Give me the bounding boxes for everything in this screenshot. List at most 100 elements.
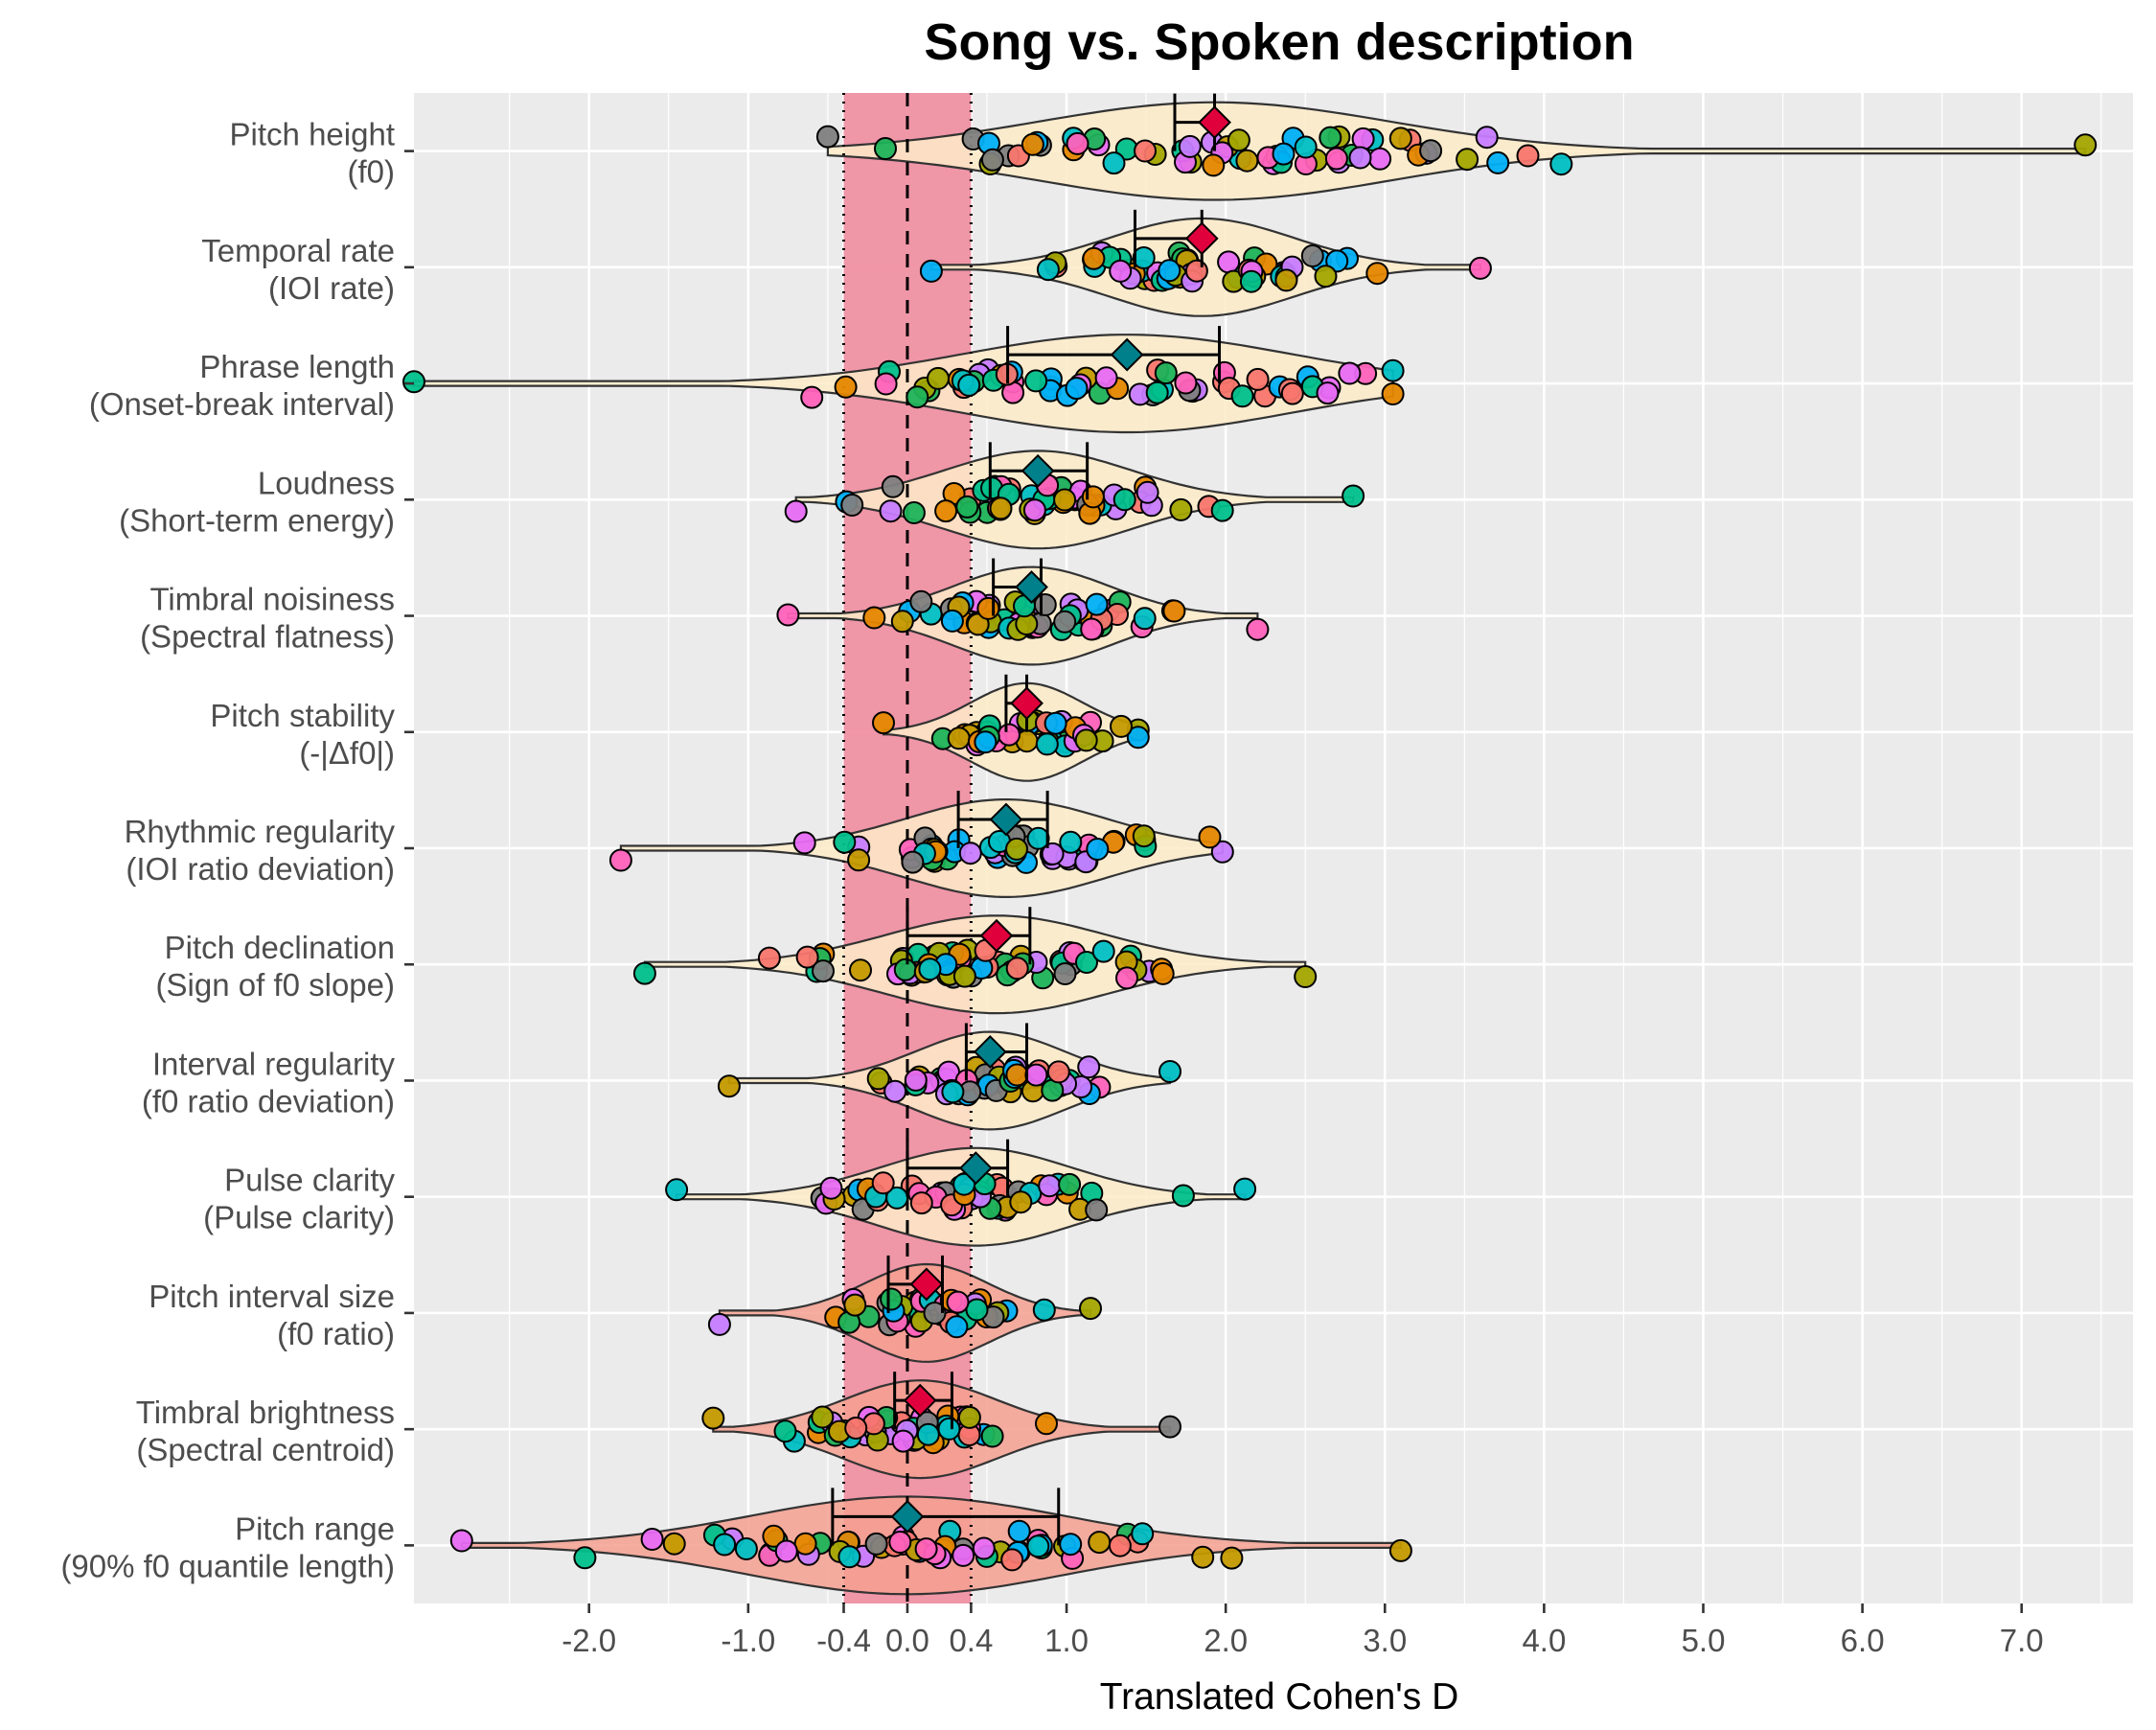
data-point <box>701 1406 725 1430</box>
data-point <box>904 1068 928 1092</box>
data-point <box>1036 258 1060 282</box>
data-point <box>916 1422 940 1446</box>
data-point <box>815 125 839 149</box>
data-point <box>1080 617 1104 641</box>
estimate-marker <box>890 1499 925 1534</box>
x-tick-label: 7.0 <box>2000 1623 2044 1658</box>
data-point <box>665 1178 689 1202</box>
data-point <box>1053 610 1077 634</box>
data-point <box>717 1074 741 1098</box>
data-point <box>1059 1533 1083 1557</box>
data-point <box>1009 1190 1033 1214</box>
data-point <box>1112 488 1136 512</box>
data-points <box>402 125 2098 1572</box>
data-point <box>945 1315 969 1339</box>
estimate-marker <box>979 918 1014 953</box>
data-point <box>880 1287 904 1311</box>
y-tick-label-line: (Pulse clarity) <box>203 1200 395 1235</box>
data-point <box>1094 366 1118 390</box>
data-point <box>1158 1415 1181 1439</box>
data-point <box>1272 142 1296 166</box>
data-point <box>1079 1297 1102 1321</box>
data-point <box>837 1545 861 1569</box>
data-point <box>966 612 990 636</box>
data-point <box>1338 361 1362 385</box>
data-point <box>757 946 781 970</box>
data-point <box>1132 246 1156 269</box>
data-point <box>1220 1546 1244 1570</box>
data-point <box>952 964 976 988</box>
data-point <box>1115 966 1138 990</box>
x-tick-label: 2.0 <box>1204 1623 1248 1658</box>
data-point <box>1158 259 1181 283</box>
data-point <box>872 711 895 735</box>
data-point <box>1246 617 1270 641</box>
data-point <box>812 959 835 983</box>
data-point <box>734 1537 758 1560</box>
data-point <box>844 1417 868 1440</box>
data-point <box>1388 1538 1412 1562</box>
data-point <box>1549 152 1573 176</box>
data-point <box>871 1171 895 1195</box>
data-point <box>946 1290 970 1314</box>
x-tick-label: -0.4 <box>816 1623 871 1658</box>
data-point <box>1468 256 1492 280</box>
data-point <box>1202 153 1226 177</box>
data-point <box>1162 599 1186 623</box>
data-point <box>934 499 958 523</box>
x-tick-label: 3.0 <box>1363 1623 1407 1658</box>
data-point <box>1059 830 1083 854</box>
data-point <box>881 474 905 498</box>
data-point <box>834 375 858 399</box>
data-point <box>958 842 982 865</box>
data-point <box>1133 607 1157 631</box>
data-point <box>1314 265 1338 288</box>
data-point <box>874 137 897 160</box>
data-point <box>1274 268 1298 292</box>
data-point <box>847 848 871 872</box>
data-point <box>1088 1531 1112 1555</box>
data-point <box>1024 369 1048 393</box>
data-point <box>1035 1412 1058 1436</box>
data-point <box>1145 381 1169 404</box>
data-point <box>1066 131 1089 155</box>
data-point <box>1091 939 1115 963</box>
data-point <box>891 1429 915 1453</box>
data-point <box>1021 132 1044 156</box>
data-point <box>890 610 914 634</box>
data-point <box>1007 1519 1031 1543</box>
data-point <box>998 723 1021 747</box>
estimate-marker <box>973 1035 1007 1069</box>
data-point <box>776 603 800 627</box>
data-point <box>795 945 819 969</box>
y-tick-label-line: Pitch height <box>230 117 395 152</box>
x-tick-label: 4.0 <box>1522 1623 1566 1658</box>
y-tick-label-line: Timbral noisiness <box>149 582 395 617</box>
data-point <box>1235 149 1259 173</box>
y-tick-label: Pitch declination (Sign of f0 slope) <box>156 930 395 1003</box>
y-tick-label-line: Rhythmic regularity <box>125 814 396 849</box>
data-point <box>1381 358 1405 382</box>
y-tick-label-line: (Short-term energy) <box>119 502 395 538</box>
data-point <box>1086 838 1110 861</box>
data-point <box>918 957 942 981</box>
data-point <box>1085 1198 1109 1222</box>
data-point <box>1005 1063 1029 1087</box>
data-point <box>955 495 979 519</box>
y-tick-label-line: Temporal rate <box>201 233 395 268</box>
data-point <box>1151 961 1175 985</box>
estimate-marker <box>1015 570 1048 604</box>
estimate-marker <box>1198 105 1231 140</box>
data-point <box>1388 127 1412 150</box>
data-point <box>914 1537 938 1561</box>
data-point <box>811 1405 835 1429</box>
data-point <box>1126 726 1150 750</box>
data-point <box>927 366 950 390</box>
data-point <box>573 1546 597 1570</box>
data-point <box>774 1539 798 1563</box>
data-point <box>1381 382 1405 405</box>
estimates <box>831 93 1231 1546</box>
estimate-marker <box>1110 337 1144 372</box>
data-point <box>1109 259 1133 283</box>
estimate-marker <box>1184 221 1219 256</box>
